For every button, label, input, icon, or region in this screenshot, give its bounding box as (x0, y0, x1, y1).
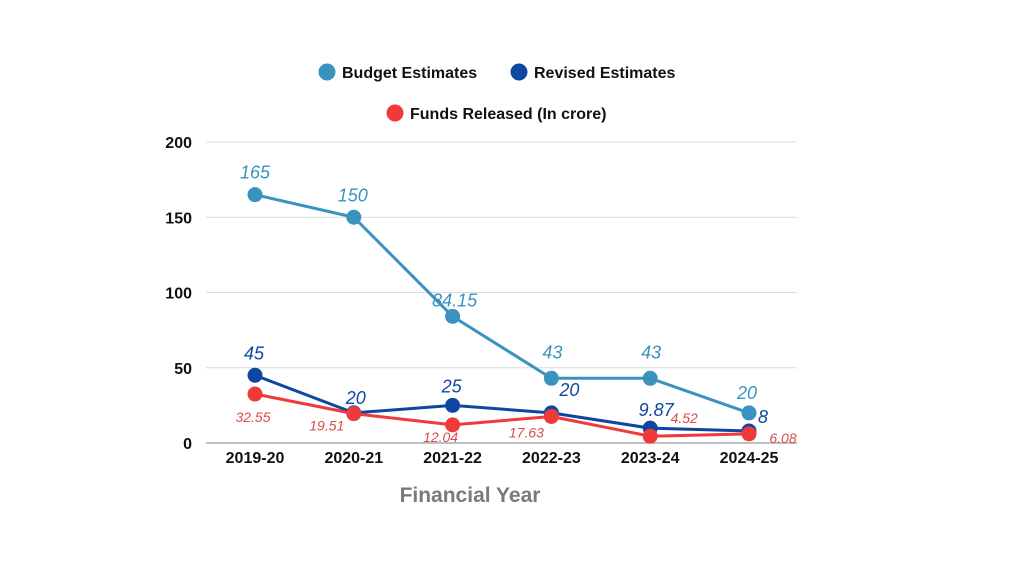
x-tick-label: 2024-25 (720, 450, 779, 467)
data-label: 20 (558, 380, 579, 400)
data-label: 84.15 (432, 290, 478, 310)
x-tick-label: 2023-24 (621, 450, 680, 467)
x-tick-label: 2019-20 (226, 450, 285, 467)
data-label: 12.04 (423, 429, 458, 445)
data-label: 43 (542, 342, 562, 362)
data-label: 9.87 (639, 400, 675, 420)
data-label: 165 (240, 163, 271, 183)
legend-label: Revised Estimates (534, 65, 676, 82)
series-line (253, 392, 751, 438)
data-point (741, 426, 757, 442)
data-label: 25 (441, 376, 463, 396)
data-point (445, 397, 461, 413)
gridlines (206, 141, 797, 444)
series-line (253, 193, 751, 415)
series-points (247, 187, 757, 444)
data-label: 8 (758, 407, 768, 427)
data-point (543, 408, 559, 424)
y-tick-label: 150 (165, 210, 192, 227)
series-lines (253, 193, 751, 438)
data-labels: 165 150 84.15 43 43 20 45 20 25 20 9.87 8 32.55 19.51… (235, 163, 796, 446)
data-point (247, 367, 263, 383)
data-label: 32.55 (235, 409, 270, 425)
legend-marker (386, 104, 404, 122)
legend-marker (510, 63, 528, 81)
data-point (247, 386, 263, 402)
legend: Budget Estimates Revised Estimates Funds R… (318, 63, 676, 123)
x-axis-ticks: 2019-20 2020-21 2021-22 2022-23 2023-24 2024-… (226, 450, 779, 467)
data-label: 43 (641, 342, 661, 362)
data-point (642, 370, 658, 386)
data-point (741, 405, 757, 421)
series-line (253, 373, 751, 433)
data-label: 4.52 (671, 410, 698, 426)
data-label: 20 (345, 388, 366, 408)
data-label: 19.51 (309, 418, 344, 434)
y-tick-label: 0 (183, 436, 192, 453)
data-label: 150 (338, 185, 368, 205)
data-point (346, 406, 362, 422)
x-tick-label: 2021-22 (423, 450, 482, 467)
data-label: 6.08 (769, 430, 796, 446)
data-point (445, 308, 461, 324)
data-label: 20 (736, 383, 757, 403)
data-point (445, 417, 461, 433)
legend-label: Budget Estimates (342, 65, 477, 82)
data-label: 17.63 (509, 424, 544, 440)
data-point (346, 209, 362, 225)
legend-label: Funds Released (In crore) (410, 106, 607, 123)
data-point (543, 370, 559, 386)
legend-marker (318, 63, 336, 81)
y-tick-label: 50 (174, 361, 192, 378)
data-point (642, 428, 658, 444)
x-axis-label: Financial Year (400, 484, 541, 507)
data-label: 45 (244, 343, 265, 363)
data-point (247, 187, 263, 203)
y-tick-label: 100 (165, 286, 192, 303)
x-tick-label: 2022-23 (522, 450, 581, 467)
y-tick-label: 200 (165, 135, 192, 152)
y-axis-ticks: 0 50 100 150 200 (165, 135, 192, 453)
x-tick-label: 2020-21 (324, 450, 383, 467)
